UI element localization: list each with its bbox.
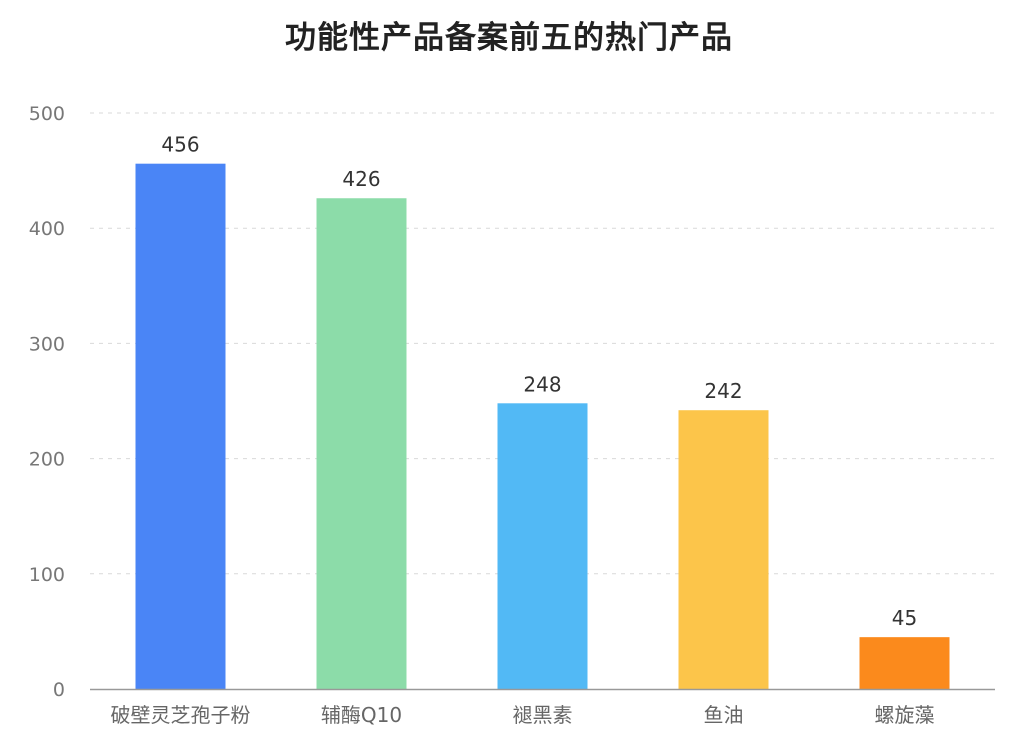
x-tick-label: 螺旋藻: [875, 703, 935, 727]
y-axis-ticks: 0 100 200 300 400 500: [29, 103, 65, 701]
y-tick-label: 500: [29, 103, 65, 125]
y-tick-label: 0: [53, 679, 65, 701]
data-label: 45: [892, 606, 917, 630]
bars: [135, 163, 950, 690]
data-labels: 456 426 248 242 45: [161, 133, 917, 630]
data-label: 456: [161, 133, 199, 157]
x-axis-ticks: 破壁灵芝孢子粉 辅酶Q10 褪黑素 鱼油 螺旋藻: [111, 703, 935, 727]
data-label: 248: [523, 372, 561, 396]
bar: [859, 637, 950, 689]
bar: [678, 410, 769, 689]
bar: [497, 403, 588, 689]
data-label: 242: [704, 379, 742, 403]
y-tick-label: 200: [29, 449, 65, 471]
x-tick-label: 鱼油: [704, 703, 744, 727]
bar: [135, 163, 226, 690]
x-tick-label: 破壁灵芝孢子粉: [111, 703, 251, 727]
x-tick-label: 辅酶Q10: [321, 703, 402, 727]
y-tick-label: 400: [29, 218, 65, 240]
chart-title: 功能性产品备案前五的热门产品: [285, 20, 733, 56]
y-tick-label: 100: [29, 564, 65, 586]
data-label: 426: [342, 167, 380, 191]
y-tick-label: 300: [29, 333, 65, 355]
bar: [316, 198, 407, 690]
x-tick-label: 褪黑素: [513, 703, 573, 727]
